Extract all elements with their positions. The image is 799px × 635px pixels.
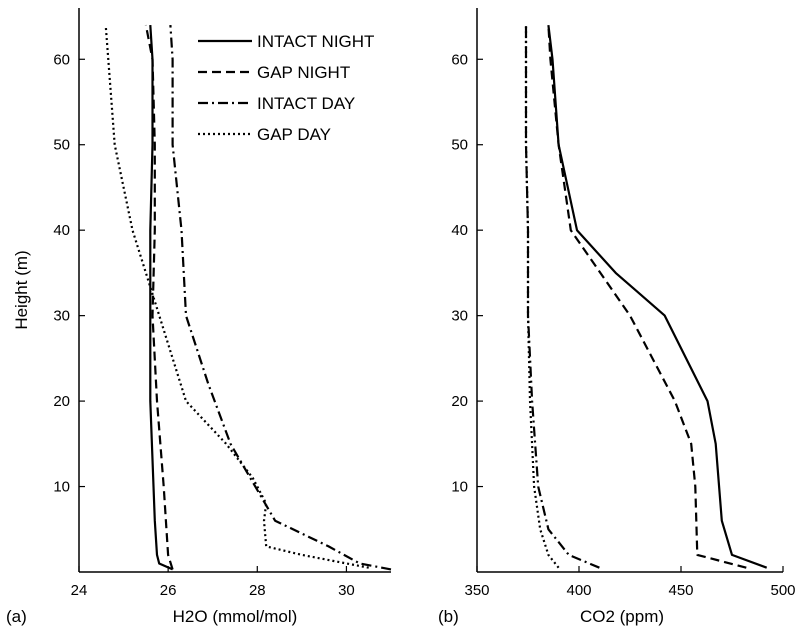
panel-a-x-tick-label: 28 — [249, 582, 266, 599]
panel-b-x-tick-label: 350 — [464, 582, 489, 599]
panel-b-series-intact-night — [547, 24, 768, 569]
panel-a-series-intact-day — [169, 25, 392, 571]
panel-b-x-tick-label: 450 — [668, 582, 693, 599]
legend: INTACT NIGHT GAP NIGHT INTACT DAY GAP DAY — [198, 32, 374, 144]
panel-b-plot-lines — [524, 24, 768, 569]
panel-b-y-tick-label: 60 — [451, 51, 468, 68]
panel-a-y-ticks: 10 20 30 40 50 60 — [53, 51, 85, 496]
panel-b-x-axis-label: CO2 (ppm) — [580, 607, 664, 626]
legend-label-gap-day: GAP DAY — [257, 125, 331, 144]
panel-b-x-tick-label: 400 — [566, 582, 591, 599]
panel-a-y-tick-label: 10 — [53, 479, 70, 496]
panel-a-label: (a) — [6, 607, 27, 626]
panel-a-y-tick-label: 20 — [53, 393, 70, 410]
panel-b-y-tick-label: 50 — [451, 137, 468, 154]
panel-b-series-gap-night — [547, 25, 747, 569]
panel-b-x-tick-label: 500 — [770, 582, 795, 599]
panel-a-x-tick-label: 24 — [71, 582, 88, 599]
panel-b-label: (b) — [438, 607, 459, 626]
panel-a-axes — [78, 8, 391, 573]
panel-a-series-intact-night — [149, 25, 174, 571]
panel-b-series-intact-day — [524, 25, 600, 569]
panel-a-y-tick-label: 50 — [53, 137, 70, 154]
panel-a-y-tick-label: 30 — [53, 308, 70, 325]
panel-a-x-axis-label: H2O (mmol/mol) — [173, 607, 298, 626]
legend-label-gap-night: GAP NIGHT — [257, 63, 350, 82]
panel-a-x-tick-label: 26 — [160, 582, 177, 599]
panel-a-plot-lines — [104, 24, 392, 571]
panel-a-y-tick-label: 40 — [53, 222, 70, 239]
panel-a: 24 26 28 30 10 20 30 40 50 60 H2O (mmol/mol) Hei… — [6, 8, 392, 626]
panel-a-x-tick-label: 30 — [338, 582, 355, 599]
panel-b-y-tick-label: 20 — [451, 393, 468, 410]
panel-b-y-tick-label: 40 — [451, 222, 468, 239]
panel-b: 350 400 450 500 10 20 30 40 50 60 CO2 (ppm) (b) — [438, 8, 796, 626]
panel-b-series-gap-day — [524, 25, 560, 569]
panel-a-y-axis-label: Height (m) — [12, 250, 31, 329]
legend-label-intact-day: INTACT DAY — [257, 94, 355, 113]
legend-label-intact-night: INTACT NIGHT — [257, 32, 374, 51]
panel-b-y-tick-label: 10 — [451, 479, 468, 496]
panel-a-series-gap-night — [144, 24, 174, 570]
panel-a-y-tick-label: 60 — [53, 51, 70, 68]
panel-b-y-ticks: 10 20 30 40 50 60 — [451, 51, 483, 496]
panel-b-x-ticks: 350 400 450 500 — [464, 566, 796, 599]
panel-a-x-ticks: 24 26 28 30 — [71, 566, 355, 599]
panel-b-axes — [476, 8, 783, 573]
panel-b-y-tick-label: 30 — [451, 308, 468, 325]
